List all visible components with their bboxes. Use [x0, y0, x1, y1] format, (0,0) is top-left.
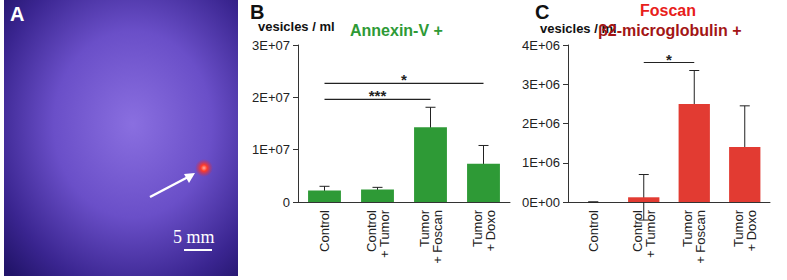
- svg-text:Tumor: Tumor: [416, 210, 432, 248]
- svg-text:vesicles / ml: vesicles / ml: [258, 19, 335, 34]
- svg-text:Control: Control: [317, 210, 332, 252]
- svg-text:Control: Control: [629, 210, 645, 252]
- svg-text:+ Foscan: + Foscan: [693, 210, 708, 264]
- svg-text:+ Tumor: + Tumor: [643, 209, 658, 258]
- svg-text:Tumor: Tumor: [469, 210, 485, 248]
- svg-text:+ Doxo: + Doxo: [744, 210, 759, 252]
- svg-text:Control: Control: [586, 210, 601, 252]
- svg-text:Annexin-V +: Annexin-V +: [350, 22, 443, 39]
- svg-text:vesicles / ml: vesicles / ml: [540, 21, 617, 36]
- svg-text:5 mm: 5 mm: [173, 227, 215, 247]
- svg-text:1E+06: 1E+06: [522, 155, 560, 170]
- svg-text:C: C: [535, 1, 549, 23]
- svg-text:Tumor: Tumor: [730, 210, 746, 248]
- svg-text:*: *: [401, 71, 407, 88]
- svg-text:4E+06: 4E+06: [522, 38, 560, 53]
- svg-text:+ Foscan: + Foscan: [430, 210, 445, 264]
- svg-text:Tumor: Tumor: [680, 210, 696, 248]
- svg-text:+ Tumor: + Tumor: [377, 209, 392, 258]
- svg-text:A: A: [10, 3, 24, 25]
- svg-text:β2-microglobulin +: β2-microglobulin +: [598, 22, 742, 39]
- svg-text:2E+07: 2E+07: [252, 90, 290, 105]
- svg-text:2E+06: 2E+06: [522, 116, 560, 131]
- svg-text:B: B: [250, 1, 265, 23]
- svg-text:+ Doxo: + Doxo: [483, 210, 498, 252]
- svg-text:0E+00: 0E+00: [522, 195, 560, 210]
- svg-text:0: 0: [283, 195, 290, 210]
- svg-text:Control: Control: [363, 210, 379, 252]
- svg-text:***: ***: [369, 87, 387, 104]
- svg-text:3E+06: 3E+06: [522, 77, 560, 92]
- svg-text:3E+07: 3E+07: [252, 38, 290, 53]
- svg-text:1E+07: 1E+07: [252, 142, 290, 157]
- svg-text:*: *: [666, 51, 672, 68]
- svg-text:Foscan: Foscan: [640, 2, 696, 19]
